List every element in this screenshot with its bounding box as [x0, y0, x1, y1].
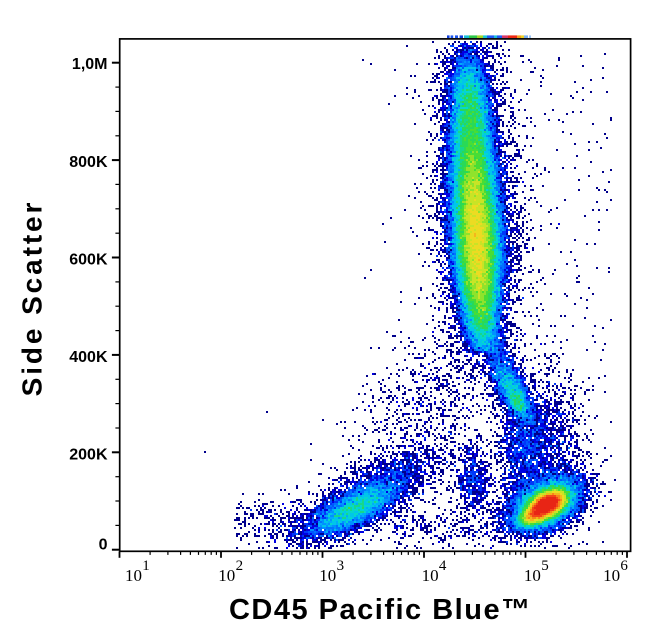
svg-text:4: 4	[439, 558, 447, 574]
svg-text:2: 2	[236, 558, 244, 574]
svg-text:10: 10	[218, 566, 235, 585]
svg-text:10: 10	[524, 566, 541, 585]
svg-text:1,0M: 1,0M	[72, 56, 108, 73]
svg-text:CD45 Pacific Blue™: CD45 Pacific Blue™	[229, 594, 532, 626]
svg-text:200K: 200K	[69, 446, 108, 463]
svg-text:0: 0	[99, 537, 108, 554]
svg-text:10: 10	[603, 566, 620, 585]
svg-text:6: 6	[620, 558, 628, 574]
svg-text:600K: 600K	[69, 252, 108, 269]
svg-text:800K: 800K	[69, 154, 108, 171]
svg-text:5: 5	[541, 558, 549, 574]
svg-text:10: 10	[125, 566, 142, 585]
svg-text:10: 10	[422, 566, 439, 585]
svg-text:1: 1	[142, 558, 150, 574]
svg-text:3: 3	[337, 558, 345, 574]
svg-text:400K: 400K	[69, 349, 108, 366]
svg-text:Side Scatter: Side Scatter	[17, 200, 48, 397]
svg-text:10: 10	[319, 566, 336, 585]
